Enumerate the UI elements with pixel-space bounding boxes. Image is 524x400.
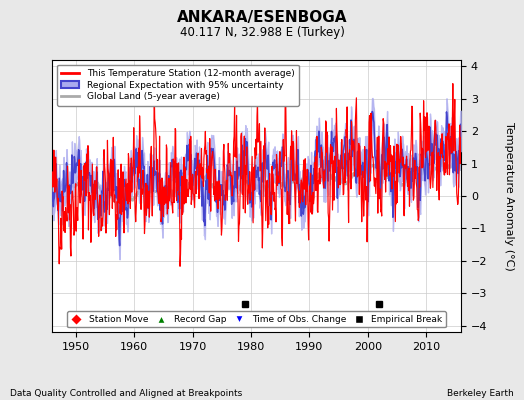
Text: Berkeley Earth: Berkeley Earth (447, 389, 514, 398)
Text: Data Quality Controlled and Aligned at Breakpoints: Data Quality Controlled and Aligned at B… (10, 389, 243, 398)
Legend: Station Move, Record Gap, Time of Obs. Change, Empirical Break: Station Move, Record Gap, Time of Obs. C… (68, 311, 446, 328)
Text: ANKARA/ESENBOGA: ANKARA/ESENBOGA (177, 10, 347, 25)
Text: 40.117 N, 32.988 E (Turkey): 40.117 N, 32.988 E (Turkey) (180, 26, 344, 39)
Y-axis label: Temperature Anomaly (°C): Temperature Anomaly (°C) (504, 122, 514, 270)
